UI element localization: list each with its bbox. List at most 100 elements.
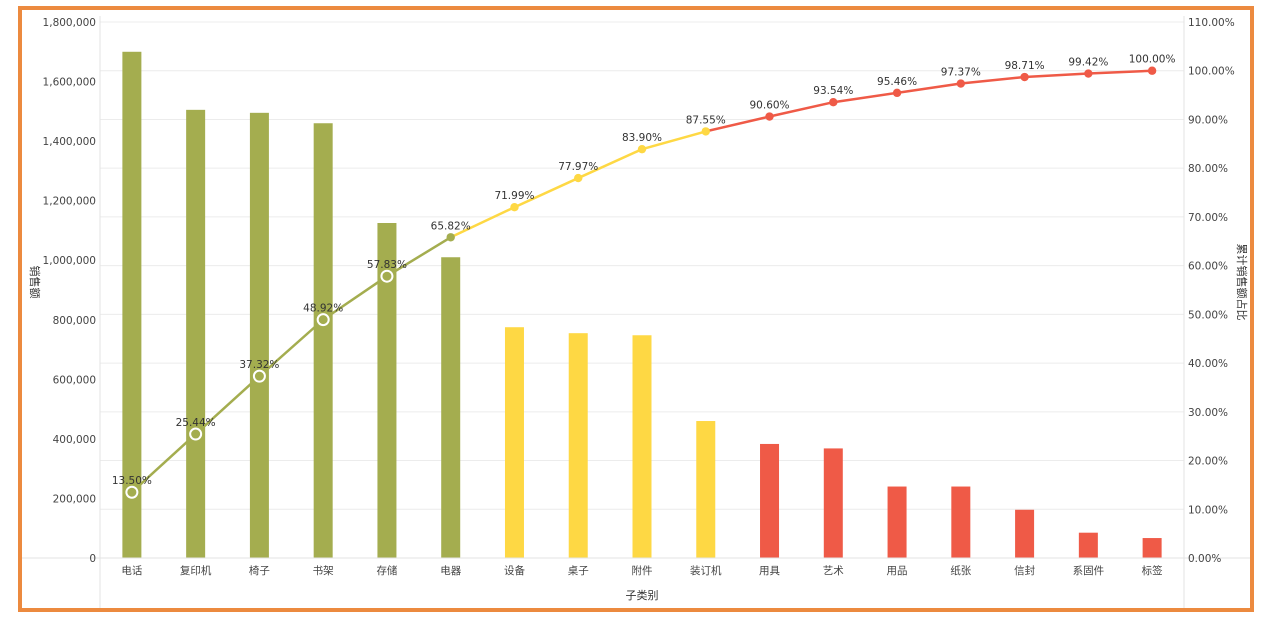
bar (823, 448, 843, 558)
line-segment (640, 130, 708, 151)
line-segment (258, 318, 325, 378)
bar (504, 327, 524, 558)
y-left-tick-label: 1,200,000 (43, 196, 96, 208)
line-segment (959, 75, 1026, 85)
line-point (252, 369, 266, 383)
line-segment (130, 432, 197, 494)
y-right-tick-label: 110.00% (1188, 17, 1235, 29)
y-left-tick-label: 200,000 (53, 493, 96, 505)
bar (186, 109, 206, 558)
line-segment (321, 274, 389, 321)
line-point (574, 173, 583, 183)
data-label: 13.50% (112, 475, 152, 487)
data-label: 100.00% (1129, 54, 1176, 66)
y-left-tick-label: 1,000,000 (43, 255, 96, 267)
bars (122, 51, 1162, 559)
y-right-tick-label: 30.00% (1188, 407, 1228, 419)
data-label: 97.37% (941, 67, 981, 79)
line-point (316, 313, 330, 327)
data-label: 87.55% (686, 114, 726, 126)
data-label: 99.42% (1068, 57, 1108, 69)
y-right-tick-label: 10.00% (1188, 504, 1228, 516)
y-right-tick-label: 50.00% (1188, 309, 1228, 321)
line-point (380, 269, 394, 283)
line-point (446, 233, 455, 242)
x-tick-label: 椅子 (249, 564, 270, 577)
y-left-tick-label: 1,600,000 (43, 77, 96, 89)
line-point (892, 88, 902, 98)
x-tick-label: 设备 (504, 564, 525, 577)
chart-frame: 13.50% 25.44% 37.32% 48.92% 57.83% 65.82% 71.9… (18, 6, 1254, 612)
line-point (125, 485, 139, 499)
bar (441, 257, 461, 558)
y-right-tick-label: 0.00% (1188, 553, 1221, 565)
y-left-tick-label: 1,400,000 (43, 136, 96, 148)
bar (249, 112, 269, 559)
line-point (1084, 69, 1093, 78)
line-segment (1087, 69, 1154, 75)
line-segment (768, 100, 835, 118)
x-tick-label: 桌子 (568, 564, 589, 577)
y-left-tick-label: 0 (89, 553, 96, 565)
bar (377, 223, 397, 558)
data-label: 65.82% (431, 220, 471, 232)
x-axis-label: 子类别 (626, 588, 659, 602)
y-axis-right-label: 累计销售额占比 (1235, 244, 1249, 321)
data-label: 57.83% (367, 259, 407, 271)
x-tick-label: 信封 (1014, 564, 1035, 577)
x-tick-label: 用品 (887, 565, 908, 577)
x-tick-label: 电器 (440, 564, 461, 577)
x-tick-label: 电话 (121, 564, 142, 577)
bar (1142, 538, 1162, 558)
x-tick-label: 装订机 (690, 564, 722, 577)
line-point (829, 98, 838, 107)
bar (1078, 532, 1098, 558)
line-segment (704, 115, 771, 133)
y-right-tick-label: 100.00% (1188, 66, 1235, 78)
y-left-tick-label: 600,000 (53, 374, 96, 386)
bar (568, 333, 588, 558)
line-point (189, 427, 203, 441)
line-point (956, 79, 966, 88)
data-label: 90.60% (750, 100, 790, 112)
axes: 0 200,000 400,000 600,000 800,000 1,000,000 1,… (22, 16, 1250, 608)
x-tick-label: 附件 (632, 564, 653, 577)
cumulative-line: 13.50% 25.44% 37.32% 48.92% 57.83% 65.82% 71.9… (112, 54, 1176, 499)
data-label: 77.97% (558, 161, 598, 173)
line-segment (576, 147, 644, 180)
x-tick-label: 复印机 (180, 564, 212, 577)
bar (313, 123, 333, 558)
data-label: 37.32% (239, 359, 279, 371)
x-tick-label: 系固件 (1073, 565, 1105, 577)
y-right-tick-label: 20.00% (1188, 456, 1228, 468)
line-point (1020, 72, 1029, 82)
data-label: 48.92% (303, 303, 343, 315)
y-right-tick-label: 40.00% (1188, 358, 1228, 370)
line-segment (513, 176, 580, 209)
x-tick-label: 用具 (759, 565, 780, 577)
x-tick-label: 纸张 (950, 564, 971, 577)
line-point (637, 144, 647, 154)
line-point (1147, 66, 1157, 75)
bar (632, 335, 652, 558)
x-tick-label: 书架 (313, 565, 334, 577)
line-segment (449, 205, 516, 239)
line-segment (832, 91, 899, 104)
y-left-tick-label: 1,800,000 (43, 17, 96, 29)
data-label: 95.46% (877, 76, 917, 88)
bar (760, 443, 780, 558)
y-right-tick-label: 60.00% (1188, 261, 1228, 273)
data-label: 83.90% (622, 132, 662, 144)
x-tick-label: 艺术 (823, 565, 844, 577)
line-point (701, 127, 710, 136)
data-label: 71.99% (494, 190, 534, 202)
bar (696, 421, 716, 558)
line-segment (1023, 72, 1090, 79)
line-segment (895, 82, 963, 95)
data-label: 93.54% (813, 85, 853, 97)
line-point (765, 112, 774, 121)
y-right-tick-label: 80.00% (1188, 163, 1228, 175)
bar (951, 486, 971, 558)
line-segment (194, 374, 261, 436)
bar (887, 486, 907, 558)
